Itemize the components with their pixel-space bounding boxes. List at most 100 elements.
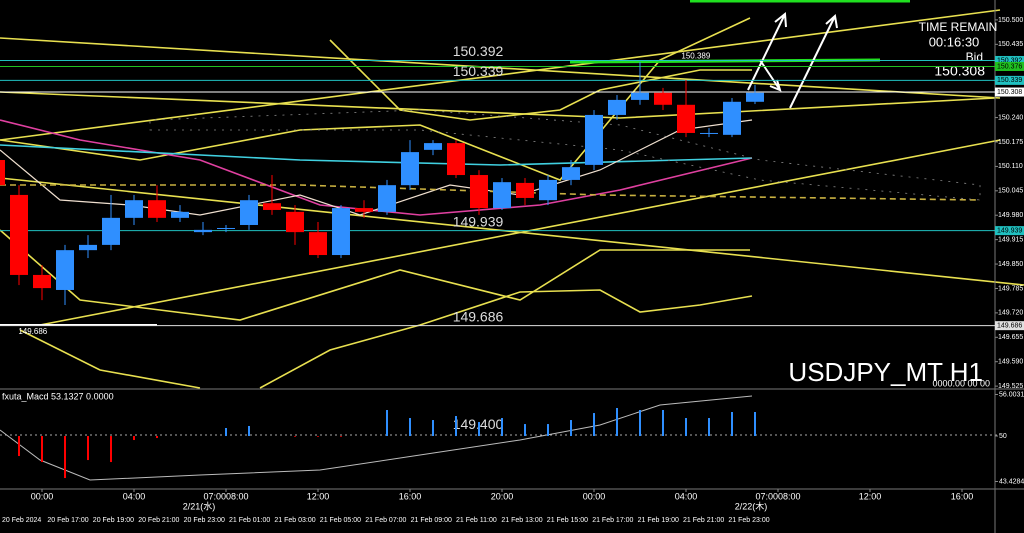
candle-body [216, 227, 235, 229]
corner-text: 0000.00 00 00 [932, 378, 990, 388]
price-level-box [995, 61, 1024, 71]
ichimoku-line [0, 184, 981, 201]
y-tick-label: 149.785 [998, 285, 1023, 292]
trend-line [0, 9, 1001, 141]
date-strip-label: 21 Feb 23:00 [728, 517, 769, 524]
candle-body [699, 132, 718, 134]
date-strip-label: 20 Feb 23:00 [184, 517, 225, 524]
candle-body [193, 229, 212, 233]
macd-y-tick-label: 56.0031 [999, 391, 1024, 398]
level-text: 150.392 [453, 43, 504, 59]
y-tick-label: 150.175 [998, 139, 1023, 146]
candle-body [607, 99, 626, 115]
trend-line [0, 37, 1001, 99]
date-strip-label: 21 Feb 07:00 [365, 517, 406, 524]
moving-average [0, 119, 753, 216]
band-mid [329, 39, 752, 121]
x-tick-label: 16:00 [951, 491, 974, 501]
candle-body [0, 160, 5, 186]
date-strip-label: 20 Feb 19:00 [93, 517, 134, 524]
price-level-label: 150.376 [997, 63, 1022, 70]
candle-body [515, 182, 534, 198]
candle-body [446, 143, 465, 176]
candle-body [9, 194, 28, 275]
price-level-label: 150.308 [997, 89, 1022, 96]
y-tick-label: 149.590 [998, 359, 1023, 366]
candle-body [538, 179, 557, 201]
x-tick-label: 12:00 [307, 491, 330, 501]
date-strip-label: 21 Feb 15:00 [547, 517, 588, 524]
low-marker: 149.686 [18, 327, 47, 336]
timer: 00:16:30 [929, 34, 980, 49]
date-strip-label: 21 Feb 11:00 [456, 517, 497, 524]
date-strip-label: 21 Feb 09:00 [411, 517, 452, 524]
candle-body [55, 250, 74, 290]
trend-line [39, 139, 1001, 326]
date-strip-label: 21 Feb 03:00 [274, 517, 315, 524]
price-level-label: 150.392 [997, 57, 1022, 64]
y-tick-label: 150.500 [998, 17, 1023, 24]
candle-body [285, 211, 304, 233]
price-level-label: 149.939 [997, 227, 1022, 234]
date-strip-label: 21 Feb 13:00 [501, 517, 542, 524]
y-tick-label: 149.525 [998, 383, 1023, 390]
candle-body [423, 143, 442, 150]
candle-body [630, 92, 649, 100]
timer-label: TIME REMAIN [919, 20, 998, 34]
price-level-box [995, 226, 1024, 236]
candle-body [32, 274, 51, 289]
date-strip-label: 20 Feb 17:00 [47, 517, 88, 524]
y-tick-label: 149.915 [998, 236, 1023, 243]
macd-y-tick-label: 43.4284 [999, 478, 1024, 485]
candle-body [469, 175, 488, 209]
symbol-title: USDJPY_MT H1 [788, 357, 983, 387]
x-tick-label: 16:00 [399, 491, 422, 501]
price-level-box [995, 321, 1024, 331]
price-level-label: 150.339 [997, 77, 1022, 84]
date-strip-label: 20 Feb 21:00 [138, 517, 179, 524]
trend-line [0, 177, 1024, 286]
macd-y-tick-label: 50 [999, 433, 1007, 440]
date-label: 2/22(木) [735, 500, 768, 511]
level-text: 150.339 [453, 63, 504, 79]
price-level-box [995, 75, 1024, 85]
candle-body [653, 92, 672, 105]
candle-body [377, 185, 396, 212]
high-marker: 150.389 [681, 52, 710, 61]
x-tick-label: 07:0008:00 [203, 491, 248, 501]
y-tick-label: 150.435 [998, 41, 1023, 48]
date-strip-label: 21 Feb 05:00 [320, 517, 361, 524]
arrow [747, 12, 838, 109]
date-strip-label: 20 Feb 2024 [2, 517, 41, 524]
band-outer [19, 289, 753, 389]
x-tick-label: 20:00 [491, 491, 514, 501]
date-label: 2/21(水) [183, 500, 216, 511]
x-tick-label: 00:00 [31, 491, 54, 501]
bid-price: 150.308 [934, 63, 985, 79]
candle-body [400, 152, 419, 186]
candle-body [262, 203, 281, 210]
y-tick-label: 149.980 [998, 212, 1023, 219]
macd-title: fxuta_Macd 53.1327 0.0000 [2, 391, 114, 401]
band-lower [0, 229, 750, 321]
date-strip-label: 21 Feb 19:00 [638, 517, 679, 524]
x-tick-label: 04:00 [675, 491, 698, 501]
candle-body [170, 211, 189, 218]
y-tick-label: 150.045 [998, 188, 1023, 195]
candle-body [584, 114, 603, 165]
candle-body [745, 92, 764, 102]
x-tick-label: 00:00 [583, 491, 606, 501]
candle-body [124, 200, 143, 218]
candle-body [147, 200, 166, 218]
level-text: 149.686 [453, 308, 504, 324]
candle-body [101, 217, 120, 245]
y-tick-label: 150.240 [998, 114, 1023, 121]
candle-body [492, 182, 511, 209]
date-strip-label: 21 Feb 01:00 [229, 517, 270, 524]
candle-body [239, 200, 258, 225]
candle-body [561, 167, 580, 180]
level-text: 149.939 [453, 213, 504, 229]
candle-body [308, 232, 327, 256]
candle-body [354, 208, 373, 212]
